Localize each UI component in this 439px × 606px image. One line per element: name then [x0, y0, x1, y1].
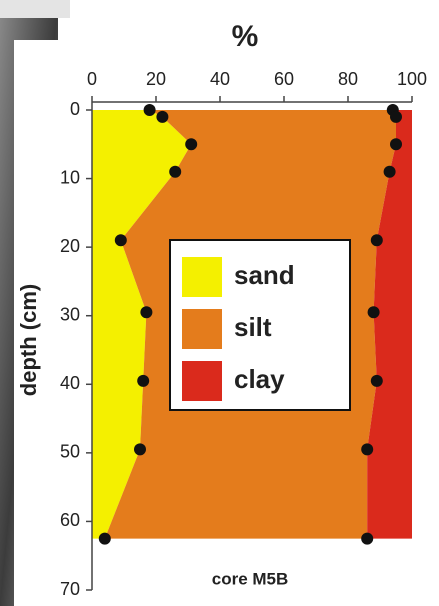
data-point: [390, 138, 402, 151]
y-tick-label: 10: [60, 167, 80, 187]
chart-title: %: [232, 20, 259, 53]
data-point: [390, 110, 402, 123]
y-tick-label: 40: [60, 373, 80, 393]
data-point: [367, 306, 380, 319]
x-tick-label: 0: [87, 69, 97, 89]
data-point: [140, 306, 153, 319]
x-tick-label: 20: [146, 69, 166, 89]
data-point: [361, 443, 374, 456]
y-tick-label: 20: [60, 236, 80, 256]
y-tick-label: 30: [60, 304, 80, 324]
x-tick-label: 40: [210, 69, 230, 89]
data-point: [361, 532, 374, 545]
legend: sand silt clay: [169, 239, 351, 411]
legend-label: sand: [234, 260, 295, 290]
data-point: [370, 374, 383, 387]
legend-label: silt: [234, 312, 272, 342]
x-tick-label: 100: [397, 69, 427, 89]
annotation: core M5B: [212, 569, 289, 588]
data-point: [383, 165, 396, 178]
data-point: [114, 234, 127, 247]
data-point: [370, 234, 383, 247]
legend-swatch: [182, 257, 222, 297]
y-tick-label: 0: [70, 99, 80, 119]
data-point: [134, 443, 146, 456]
data-point: [185, 138, 198, 151]
area-sand: [92, 110, 192, 539]
data-point: [143, 104, 156, 116]
area-clay: [367, 110, 412, 539]
legend-swatch: [182, 309, 222, 349]
x-tick-label: 60: [274, 69, 294, 89]
y-tick-label: 60: [60, 510, 80, 530]
data-point: [169, 165, 182, 178]
data-point: [137, 374, 150, 387]
legend-label: clay: [234, 364, 285, 394]
y-tick-label: 70: [60, 579, 80, 599]
x-tick-label: 80: [338, 69, 358, 89]
y-tick-label: 50: [60, 442, 80, 462]
legend-swatch: [182, 361, 222, 401]
background-strip: [0, 0, 70, 18]
data-point: [156, 110, 169, 123]
data-point: [98, 532, 111, 545]
y-axis-label: depth (cm): [16, 284, 41, 396]
